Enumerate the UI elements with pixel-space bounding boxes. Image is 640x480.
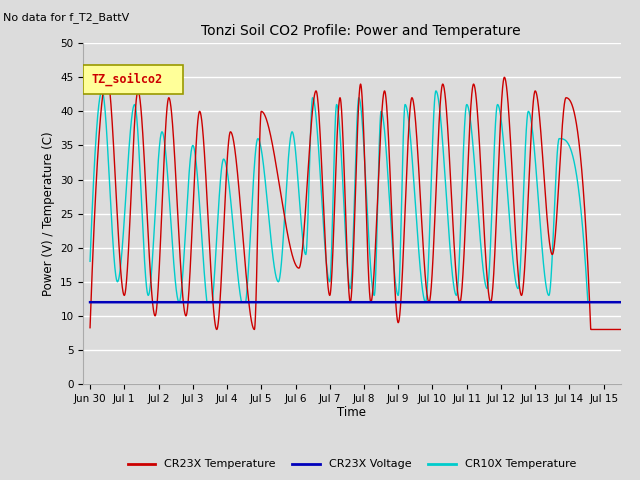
Text: Tonzi Soil CO2 Profile: Power and Temperature: Tonzi Soil CO2 Profile: Power and Temper… bbox=[202, 24, 521, 38]
X-axis label: Time: Time bbox=[337, 407, 367, 420]
Y-axis label: Power (V) / Temperature (C): Power (V) / Temperature (C) bbox=[42, 132, 54, 296]
Legend: CR23X Temperature, CR23X Voltage, CR10X Temperature: CR23X Temperature, CR23X Voltage, CR10X … bbox=[123, 455, 581, 474]
Text: No data for f_T2_BattV: No data for f_T2_BattV bbox=[3, 12, 129, 23]
Text: TZ_soilco2: TZ_soilco2 bbox=[92, 73, 163, 86]
FancyBboxPatch shape bbox=[83, 65, 182, 95]
